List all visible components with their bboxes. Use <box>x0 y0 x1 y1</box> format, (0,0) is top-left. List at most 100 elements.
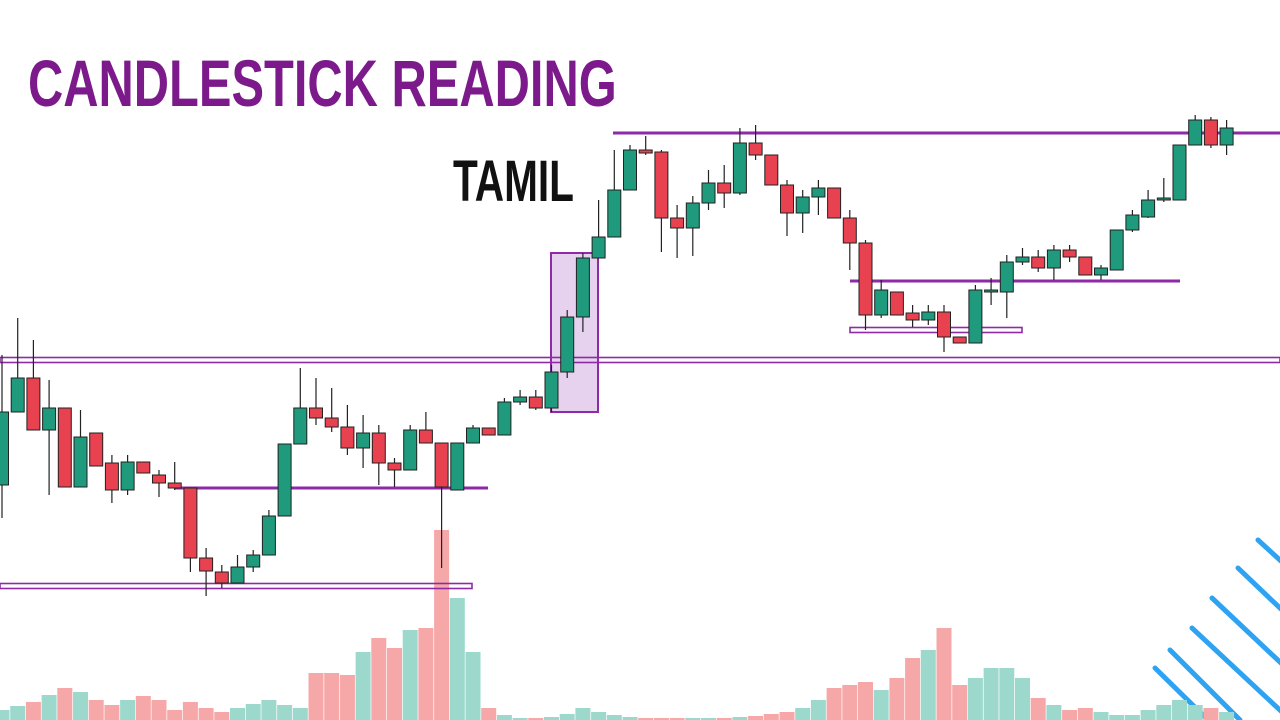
volume-bar <box>1140 710 1156 720</box>
candle-body <box>57 407 72 488</box>
candle-body <box>889 291 904 316</box>
candle-body <box>309 407 323 419</box>
volume-bar <box>559 714 575 720</box>
candle-body <box>905 312 920 321</box>
candle-body <box>0 411 9 486</box>
volume-bar <box>104 705 120 720</box>
candle-body <box>795 196 810 214</box>
candle-body <box>246 554 261 568</box>
candle-body <box>183 487 198 559</box>
candle-body <box>513 396 528 403</box>
volume-bar <box>810 700 826 720</box>
candle-body <box>403 429 418 471</box>
volume-bar <box>387 648 402 720</box>
candle-body <box>26 377 41 431</box>
volume-bar <box>591 712 607 720</box>
volume-bar <box>512 718 528 720</box>
volume-bar <box>151 700 167 720</box>
candle-body <box>450 442 465 491</box>
volume-bar <box>544 717 559 720</box>
candle-body <box>654 151 669 219</box>
candle-body <box>858 242 873 316</box>
candle-body <box>73 436 88 488</box>
volume-bar <box>402 630 418 720</box>
candle-body <box>827 187 842 219</box>
volume-bar <box>0 710 10 720</box>
candle-body <box>1125 214 1140 231</box>
candle-body <box>811 187 826 198</box>
candle-body <box>371 432 386 464</box>
chart-subtitle: TAMIL <box>453 149 574 214</box>
volume-bar <box>1203 708 1219 720</box>
volume-bar <box>685 718 701 720</box>
volume-bar <box>575 708 591 720</box>
level-line <box>0 582 473 590</box>
candle-body <box>214 571 229 584</box>
candle-body <box>842 217 857 244</box>
candle-body <box>1078 256 1093 276</box>
candle-body <box>1156 197 1171 201</box>
candle-body <box>1188 119 1203 146</box>
candle-body <box>340 426 355 449</box>
volume-bar <box>1062 710 1078 720</box>
volume-bar <box>57 688 73 720</box>
volume-bar <box>1187 705 1203 720</box>
candle-body <box>230 566 245 584</box>
candle-body <box>780 184 794 214</box>
volume-bar <box>779 712 795 720</box>
volume-bar <box>481 708 497 720</box>
candle-body <box>937 311 951 338</box>
volume-bar <box>135 696 151 720</box>
candle-body <box>952 336 967 344</box>
candle-body <box>1046 249 1061 269</box>
candle-body <box>42 407 57 431</box>
candle-body <box>670 217 685 229</box>
candle-body <box>1172 144 1187 201</box>
level-line <box>0 356 1280 364</box>
candle-body <box>528 396 543 409</box>
candle-body <box>984 289 999 293</box>
volume-bar <box>434 530 450 720</box>
candle-body <box>89 432 104 467</box>
volume-bar <box>496 715 512 720</box>
volume-bar <box>182 702 198 720</box>
candle-body <box>387 462 402 471</box>
candle-body <box>732 142 747 194</box>
candle-body <box>968 289 983 344</box>
volume-bar <box>748 716 764 720</box>
volume-bar <box>339 675 355 720</box>
volume-bar <box>873 690 889 720</box>
candle-body <box>1203 119 1218 146</box>
volume-bar <box>167 710 183 720</box>
volume-bar <box>355 652 371 720</box>
candle-body <box>293 407 308 445</box>
volume-bar <box>967 678 983 720</box>
candle-body <box>701 182 716 204</box>
volume-bar <box>1046 705 1062 720</box>
candle-body <box>167 482 182 489</box>
candle-body <box>199 557 214 572</box>
candle-body <box>717 182 732 194</box>
volume-bar <box>88 700 104 720</box>
highlight-box <box>550 252 599 413</box>
volume-bar <box>1030 698 1046 720</box>
candle-body <box>152 474 166 484</box>
volume-bar <box>1219 712 1235 720</box>
volume-bar <box>324 673 340 720</box>
volume-bar <box>716 718 732 720</box>
candle-body <box>874 289 889 316</box>
volume-bar <box>1077 708 1093 720</box>
volume-bar <box>292 708 308 720</box>
volume-bar <box>952 685 968 720</box>
candle-body <box>560 316 575 373</box>
volume-bar <box>842 685 858 720</box>
chart-title: CANDLESTICK READING <box>28 47 617 121</box>
candle-body <box>356 432 371 449</box>
volume-bar <box>1172 700 1187 720</box>
candle-body <box>434 442 449 488</box>
candle-body <box>748 142 763 156</box>
volume-bar <box>936 628 952 720</box>
volume-bar <box>1093 712 1109 720</box>
candle-body <box>481 427 496 436</box>
volume-bar <box>622 717 638 720</box>
